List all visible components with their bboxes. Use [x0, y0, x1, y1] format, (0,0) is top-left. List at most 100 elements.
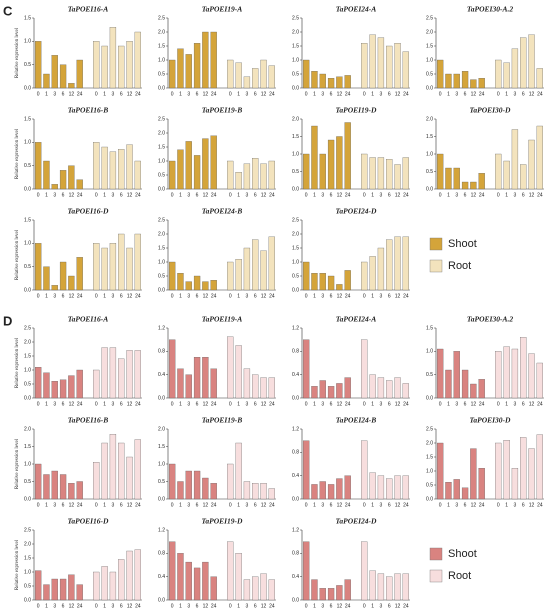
x-tick-label: 6: [388, 401, 391, 407]
x-tick-label: 1: [371, 603, 374, 609]
bar: [344, 270, 351, 291]
bar: [303, 339, 310, 399]
bar: [520, 37, 527, 89]
x-tick-label: 24: [211, 192, 217, 198]
bar: [185, 561, 192, 601]
bar: [177, 481, 184, 500]
x-tick-label: 12: [127, 293, 133, 299]
y-tick-label: 1.5: [158, 43, 165, 49]
x-tick-label: 0: [497, 91, 500, 97]
y-tick-label: 0.0: [24, 186, 31, 192]
x-tick-label: 1: [179, 603, 182, 609]
x-tick-label: 6: [196, 401, 199, 407]
x-tick-label: 12: [395, 192, 401, 198]
x-tick-label: 0: [497, 401, 500, 407]
x-tick-label: 3: [187, 502, 190, 508]
bar: [76, 584, 83, 601]
x-tick-label: 6: [254, 192, 257, 198]
bar: [35, 41, 42, 89]
x-tick-label: 1: [447, 401, 450, 407]
x-tick-label: 6: [254, 603, 257, 609]
y-tick-label: 0.5: [24, 479, 31, 485]
x-tick-label: 1: [237, 502, 240, 508]
bar: [437, 153, 444, 190]
x-tick-label: 6: [120, 502, 123, 508]
y-tick-label: 0.0: [292, 287, 299, 293]
x-tick-label: 1: [237, 603, 240, 609]
x-tick-label: 12: [471, 91, 477, 97]
x-tick-label: 1: [45, 91, 48, 97]
bar: [311, 71, 318, 89]
bar: [243, 76, 251, 89]
x-tick-label: 3: [246, 91, 249, 97]
bar: [227, 261, 234, 291]
bar: [461, 71, 469, 89]
bar: [377, 573, 385, 601]
bar: [344, 377, 351, 399]
x-tick-label: 3: [321, 603, 324, 609]
y-tick-label: 1.5: [158, 245, 165, 251]
bar: [503, 440, 510, 500]
y-tick-label: 1.5: [24, 15, 31, 21]
bar: [59, 261, 67, 291]
chart-title: TaPOEI16-B: [68, 106, 109, 115]
x-tick-label: 24: [479, 502, 485, 508]
bar: [470, 79, 477, 89]
x-tick-label: 0: [439, 401, 442, 407]
bar: [311, 484, 318, 500]
y-tick-label: 0.0: [292, 85, 299, 91]
x-tick-label: 0: [95, 502, 98, 508]
y-tick-label: 2.5: [158, 217, 165, 223]
bar: [134, 350, 141, 399]
x-tick-label: 6: [62, 91, 65, 97]
bar: [311, 125, 318, 190]
bar: [51, 184, 58, 190]
y-tick-label: 0.5: [426, 372, 433, 378]
bar: [495, 351, 502, 399]
x-tick-label: 3: [514, 192, 517, 198]
x-tick-label: 1: [505, 502, 508, 508]
x-tick-label: 1: [505, 192, 508, 198]
bar: [303, 541, 310, 601]
bar: [478, 78, 485, 89]
x-tick-label: 24: [77, 192, 83, 198]
x-tick-label: 1: [505, 401, 508, 407]
y-tick-label: 0.5: [24, 264, 31, 270]
x-tick-label: 24: [211, 603, 217, 609]
bar: [453, 479, 460, 500]
y-tick-label: 1.5: [292, 245, 299, 251]
bar: [470, 383, 477, 399]
y-axis-label: Relative expression level: [15, 337, 20, 388]
chart-title: TaPOEI16-D: [68, 207, 110, 216]
x-tick-label: 6: [522, 401, 525, 407]
x-tick-label: 6: [62, 603, 65, 609]
y-tick-label: 0.5: [158, 172, 165, 178]
bar: [109, 27, 117, 89]
x-tick-label: 12: [529, 91, 535, 97]
x-tick-label: 0: [229, 603, 232, 609]
y-axis-label: Relative expression level: [15, 27, 20, 78]
x-tick-label: 3: [321, 502, 324, 508]
x-tick-label: 12: [395, 293, 401, 299]
x-tick-label: 6: [120, 603, 123, 609]
bar: [402, 573, 409, 601]
y-tick-label: 0.4: [292, 574, 299, 580]
y-tick-label: 1.5: [292, 43, 299, 49]
x-tick-label: 6: [254, 91, 257, 97]
x-tick-label: 1: [103, 91, 106, 97]
bar: [93, 571, 100, 601]
x-tick-label: 6: [464, 502, 467, 508]
x-tick-label: 3: [53, 502, 56, 508]
x-tick-label: 3: [112, 91, 115, 97]
x-tick-label: 24: [211, 502, 217, 508]
x-tick-label: 0: [439, 502, 442, 508]
bar: [59, 578, 67, 601]
x-tick-label: 6: [330, 91, 333, 97]
bar: [169, 261, 176, 291]
x-tick-label: 24: [269, 603, 275, 609]
x-tick-label: 12: [395, 401, 401, 407]
bar: [177, 553, 184, 601]
x-tick-label: 12: [69, 91, 75, 97]
x-tick-label: 1: [45, 401, 48, 407]
y-tick-label: 0.4: [158, 574, 165, 580]
